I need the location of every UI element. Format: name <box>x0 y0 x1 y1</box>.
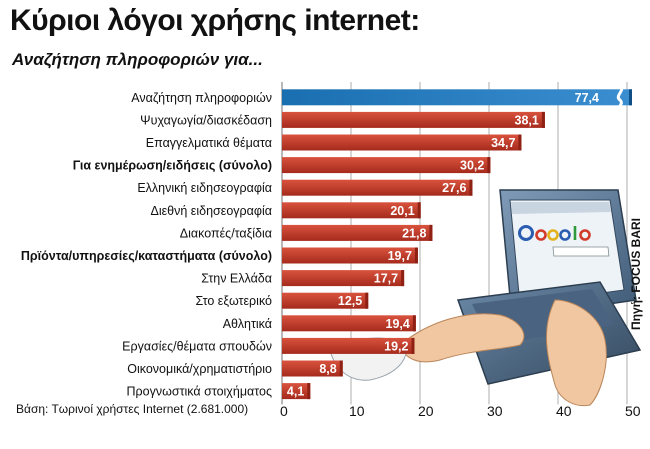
bar-edge <box>414 247 418 264</box>
laptop-with-google-search-icon <box>329 189 642 407</box>
bar <box>282 111 545 128</box>
value-label: 19,2 <box>384 339 408 353</box>
value-label: 38,1 <box>515 113 539 127</box>
bar-edge <box>411 337 415 354</box>
category-label: Εργασίες/θέματα σπουδών <box>122 339 272 353</box>
axis-break-icon <box>616 84 624 110</box>
category-label: Οικονομικά/χρηματιστήριο <box>127 362 272 376</box>
value-label: 34,7 <box>491 136 515 150</box>
value-label: 17,7 <box>374 272 398 286</box>
category-label: Στην Ελλάδα <box>201 272 272 286</box>
x-axis-ticks: 0 10 20 30 40 50 <box>280 403 641 419</box>
category-labels: Αναζήτηση πληροφοριών Ψυχαγωγία/διασκέδασ… <box>21 91 272 399</box>
bar-edge <box>629 89 632 106</box>
bar-edge <box>339 360 343 377</box>
x-tick-label: 40 <box>556 403 572 419</box>
bar-edge <box>541 111 545 128</box>
category-label: Αθλητικά <box>223 317 272 331</box>
value-label: 19,4 <box>386 317 410 331</box>
value-label: 30,2 <box>460 159 484 173</box>
bar-edge <box>518 134 522 151</box>
bar <box>282 202 421 219</box>
bar <box>282 315 416 332</box>
value-label: 4,1 <box>287 385 304 399</box>
category-label: Προγνωστικά στοιχήματος <box>127 385 272 399</box>
x-tick-label: 0 <box>280 403 288 419</box>
bar-edge <box>412 315 416 332</box>
category-label: Επαγγελματικά θέματα <box>146 136 272 150</box>
value-label: 19,7 <box>388 249 412 263</box>
value-label: 12,5 <box>338 294 362 308</box>
value-label: 77,4 <box>575 91 599 105</box>
category-label: Ψυχαγωγία/διασκέδαση <box>140 113 272 127</box>
category-label: Στο εξωτερικό <box>195 294 272 308</box>
bar <box>282 224 433 241</box>
source-label: Πηγή: FOCUS BARI <box>629 218 643 330</box>
bars <box>282 89 632 400</box>
category-label: Διακοπές/ταξίδια <box>180 226 272 240</box>
bar-edge <box>429 224 433 241</box>
value-label: 27,6 <box>442 181 466 195</box>
bar-edge <box>417 202 421 219</box>
bar-edge <box>365 292 369 309</box>
bar-edge <box>469 179 473 196</box>
bar <box>282 89 632 106</box>
x-tick-label: 20 <box>418 403 434 419</box>
category-label: Ελληνική ειδησεογραφία <box>137 181 272 195</box>
google-logo-icon <box>518 225 591 241</box>
x-tick-label: 50 <box>625 403 641 419</box>
bar-edge <box>401 270 405 287</box>
base-note: Βάση: Τωρινοί χρήστες Internet (2.681.00… <box>16 402 248 416</box>
value-labels: 77,4 38,134,7 30,2 27,6 20,1 21,8 19,7 17,7 12,5… <box>287 91 599 399</box>
chart-title: Κύριοι λόγοι χρήσης internet: <box>10 4 420 37</box>
x-tick-label: 30 <box>487 403 503 419</box>
chart-subtitle: Αναζήτηση πληροφοριών για... <box>12 50 263 69</box>
value-label: 20,1 <box>390 204 414 218</box>
bar <box>282 134 522 151</box>
bar <box>282 247 418 264</box>
bar <box>282 292 369 309</box>
bar <box>282 360 343 377</box>
bar <box>282 383 311 400</box>
bar <box>282 337 415 354</box>
bar <box>282 270 405 287</box>
x-tick-label: 10 <box>349 403 365 419</box>
category-label: Για ενημέρωση/ειδήσεις (σύνολο) <box>73 159 272 173</box>
bar-edge <box>307 383 311 400</box>
bar <box>282 157 491 174</box>
category-label: Διεθνή ειδησεογραφία <box>150 204 272 218</box>
category-label: Πρϊόντα/υπηρεσίες/καταστήματα (σύνολο) <box>21 249 272 263</box>
value-label: 8,8 <box>319 362 336 376</box>
bar-edge <box>487 157 491 174</box>
bar <box>282 179 473 196</box>
value-label: 21,8 <box>402 226 426 240</box>
category-label: Αναζήτηση πληροφοριών <box>131 91 272 105</box>
